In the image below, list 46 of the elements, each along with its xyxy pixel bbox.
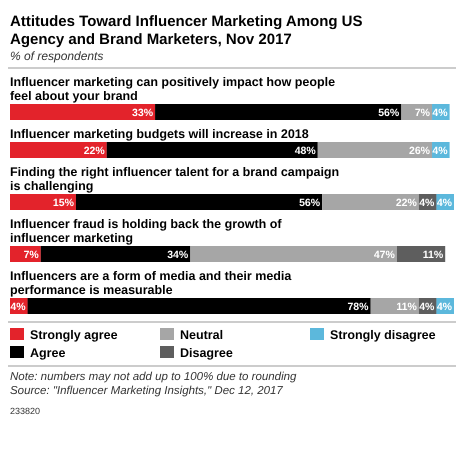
- data-label: 48%: [294, 145, 316, 157]
- y-tick-label: Influencers are a form of media and their media performance is measurable: [10, 269, 292, 297]
- data-label: 4%: [432, 145, 448, 157]
- chart-title: Attitudes Toward Influencer Marketing Among US Agency and Brand Marketers, Nov 2017: [10, 13, 363, 48]
- legend-label: Strongly disagree: [330, 328, 436, 342]
- bar: [318, 142, 432, 158]
- bar: [322, 194, 419, 210]
- data-label: 33%: [132, 107, 154, 119]
- data-label: 4%: [419, 301, 436, 313]
- data-label: 4%: [436, 301, 453, 313]
- bar: [190, 246, 397, 262]
- data-label: 7%: [24, 249, 40, 261]
- data-label: 7%: [414, 107, 431, 119]
- chart-subtitle: % of respondents: [10, 49, 104, 63]
- legend-label: Neutral: [180, 328, 224, 342]
- text: 233820: [10, 406, 40, 416]
- data-label: 11%: [396, 301, 418, 313]
- data-label: 4%: [432, 107, 448, 119]
- bar: [10, 194, 76, 210]
- data-label: 4%: [419, 197, 436, 209]
- source-note: Source: "Influencer Marketing Insights," Dec 12, 2017: [10, 385, 284, 397]
- y-tick-label: Influencer marketing budgets will increase in 2018: [10, 127, 309, 141]
- data-label: 56%: [378, 107, 400, 119]
- bar: [106, 142, 318, 158]
- legend-label: Disagree: [180, 346, 233, 360]
- data-label: 78%: [347, 301, 370, 313]
- legend-label: Strongly agree: [30, 328, 118, 342]
- bar: [10, 142, 107, 158]
- bar: [28, 298, 370, 314]
- data-label: 11%: [422, 249, 444, 261]
- bar: [76, 194, 322, 210]
- y-tick-label: Finding the right influencer talent for a brand campaign is challenging: [10, 165, 340, 193]
- data-label: 34%: [167, 249, 189, 261]
- y-tick-label: Influencer marketing can positively impact how people feel about your brand: [10, 75, 336, 103]
- data-label: 4%: [10, 301, 26, 313]
- data-label: 4%: [436, 197, 453, 209]
- data-label: 26%: [409, 145, 431, 157]
- y-tick-label: Influencer fraud is holding back the growth of influencer marketing: [10, 217, 282, 245]
- bar: [40, 246, 190, 262]
- data-label: 22%: [396, 197, 418, 209]
- data-label: 56%: [299, 197, 321, 209]
- data-label: 47%: [374, 249, 396, 261]
- text: Note: numbers may not add up to 100% due to rounding: [10, 371, 298, 383]
- legend-label: Agree: [30, 346, 66, 360]
- data-label: 15%: [52, 197, 75, 209]
- data-label: 22%: [84, 145, 106, 157]
